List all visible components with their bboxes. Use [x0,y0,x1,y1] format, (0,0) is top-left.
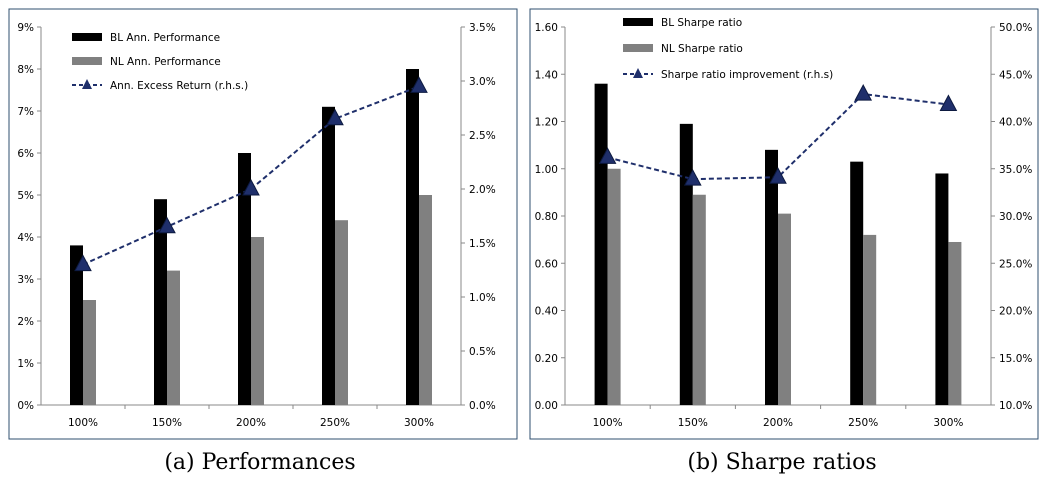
right-tick-label: 0.5% [469,346,496,358]
nl-bar [335,220,348,405]
x-tick-label: 150% [678,417,708,429]
left-tick-label: 7% [17,106,34,118]
x-tick-label: 100% [593,417,623,429]
nl-bar [83,300,96,405]
right-tick-label: 15.0% [999,353,1032,365]
right-tick-label: 3.5% [469,22,496,34]
legend-swatch [623,44,653,52]
legend-label: NL Sharpe ratio [661,43,743,55]
right-tick-label: 45.0% [999,69,1032,81]
triangle-marker [598,147,617,164]
left-tick-label: 5% [17,190,34,202]
x-tick-label: 200% [763,417,793,429]
chart-panel-sharpe-ratios: 0.00 0.20 0.40 0.60 0.80 1.00 1.20 1.40 1.60 10.0… [525,0,1039,487]
triangle-marker [242,178,260,196]
left-tick-label: 3% [17,274,34,286]
triangle-marker [158,216,176,234]
legend-label: BL Sharpe ratio [661,17,742,29]
x-tick-label: 150% [152,417,182,429]
bl-bar [154,199,167,405]
performances-chart: 0% 1% 2% 3% 4% 5% 6% 7% 8% 9% 0.0% 0.5% 1.0% 1.5% 2.0%… [8,8,518,440]
left-tick-label: 0.60 [535,258,558,270]
triangle-marker [854,84,873,101]
left-tick-label: 0% [17,400,34,412]
legend-label: Sharpe ratio improvement (r.h.s) [661,69,833,81]
right-tick-label: 40.0% [999,117,1032,129]
bl-bar [594,83,608,405]
bl-bar [679,123,693,406]
bl-bar [406,69,419,405]
bl-bar [935,173,949,405]
right-tick-label: 3.0% [469,76,496,88]
right-tick-label: 20.0% [999,306,1032,318]
legend-marker [633,68,643,78]
left-tick-label: 0.80 [535,211,558,223]
bl-bar [765,149,778,405]
left-tick-label: 2% [17,316,34,328]
legend-swatch [623,18,653,26]
right-tick-label: 50.0% [999,22,1032,34]
left-tick-label: 0.20 [535,353,558,365]
triangle-marker [326,108,344,126]
left-tick-label: 0.40 [535,306,558,318]
chart-frame [529,8,1039,440]
triangle-marker [939,94,958,111]
left-tick-label: 1% [17,358,34,370]
chart-caption: (b) Sharpe ratios [687,450,877,475]
chart-caption: (a) Performances [164,450,356,475]
left-tick-label: 8% [17,64,34,76]
x-tick-label: 200% [236,417,266,429]
excess-line [607,93,949,181]
chart-panel-performances: 0% 1% 2% 3% 4% 5% 6% 7% 8% 9% 0.0% 0.5% 1.0% 1.5% 2.0%… [8,8,518,475]
left-tick-label: 6% [17,148,34,160]
legend-marker [82,79,92,89]
x-tick-label: 300% [933,417,963,429]
left-tick-label: 1.60 [535,22,558,34]
right-tick-label: 10.0% [999,400,1032,412]
triangle-marker [410,76,428,93]
legend-swatch [72,57,102,65]
legend-label: BL Ann. Performance [110,32,220,44]
nl-bar [948,241,962,405]
bl-bar [70,245,83,405]
nl-bar [419,195,432,405]
x-tick-label: 300% [404,417,434,429]
x-tick-label: 250% [848,417,878,429]
bl-bar [850,161,864,405]
triangle-marker [769,167,787,184]
chart-frame [8,8,518,440]
right-tick-label: 2.5% [469,130,496,142]
bl-bar [322,106,335,406]
x-tick-label: 250% [320,417,350,429]
x-tick-label: 100% [68,417,98,429]
nl-bar [251,237,264,405]
bl-bar [238,153,251,405]
left-tick-label: 0.00 [535,400,558,412]
left-tick-label: 4% [17,232,34,244]
right-tick-label: 30.0% [999,211,1032,223]
triangle-marker [74,254,92,272]
left-tick-label: 9% [17,22,34,34]
legend-swatch [72,33,102,41]
legend-label: Ann. Excess Return (r.h.s.) [110,80,248,92]
left-tick-label: 1.40 [535,69,558,81]
nl-bar [778,213,791,405]
left-tick-label: 1.00 [535,164,558,176]
right-tick-label: 0.0% [469,400,496,412]
nl-bar [167,270,180,405]
nl-bar [607,168,621,405]
nl-bar [863,234,877,405]
sharpe-ratios-chart: 0.00 0.20 0.40 0.60 0.80 1.00 1.20 1.40 1.60 10.0… [529,8,1039,440]
right-tick-label: 2.0% [469,184,496,196]
legend-label: NL Ann. Performance [110,56,221,68]
triangle-marker [683,169,702,186]
right-tick-label: 1.0% [469,292,496,304]
right-tick-label: 25.0% [999,258,1032,270]
nl-bar [692,194,706,405]
right-tick-label: 1.5% [469,238,496,250]
left-tick-label: 1.20 [535,117,558,129]
right-tick-label: 35.0% [999,164,1032,176]
